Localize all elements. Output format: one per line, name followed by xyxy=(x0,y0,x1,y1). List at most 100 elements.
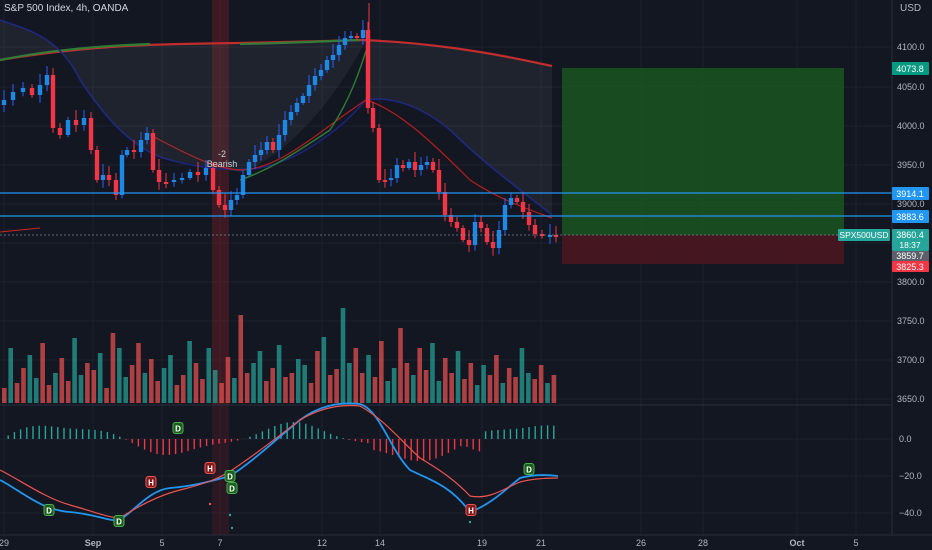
volume-bar xyxy=(244,373,250,403)
candle-body xyxy=(294,103,300,112)
svg-text:3859.7: 3859.7 xyxy=(896,251,924,261)
candle-body xyxy=(490,242,496,248)
volume-bar xyxy=(411,375,416,403)
candle-body xyxy=(150,133,156,170)
ma-long-green-segment xyxy=(0,42,151,62)
volume-bar xyxy=(187,341,192,403)
volume-bar xyxy=(212,370,218,403)
volume-bar xyxy=(506,368,512,403)
volume-bar xyxy=(97,353,103,403)
bearish-label: Bearish xyxy=(207,159,238,169)
volume-bar xyxy=(53,373,58,403)
volume-bar xyxy=(78,375,84,403)
volume-bar xyxy=(206,348,212,403)
divergence-marker: D xyxy=(172,422,184,434)
time-tick-label: 26 xyxy=(636,538,646,548)
ma-fast-green xyxy=(239,44,369,181)
time-tick-label: 21 xyxy=(536,538,546,548)
chart-title[interactable]: S&P 500 Index, 4h, OANDA xyxy=(4,3,129,14)
candle-body xyxy=(264,142,270,150)
candle-body xyxy=(400,165,406,168)
candle-body xyxy=(57,128,63,135)
time-tick-label: Sep xyxy=(85,538,102,548)
price-label-line2: 3883.6 xyxy=(892,210,929,223)
volume-bar xyxy=(232,378,237,403)
marker-badge xyxy=(113,515,125,527)
ma-cloud xyxy=(366,40,552,215)
candle-body xyxy=(312,76,318,85)
volume-bar xyxy=(334,369,339,403)
candle-body xyxy=(234,195,240,200)
time-tick-label: 5 xyxy=(853,538,858,548)
candle-body xyxy=(394,165,400,178)
candle-body xyxy=(195,172,201,175)
time-axis-ticks: 29 Sep 5 7 12 14 19 21 26 28 Oct 5 xyxy=(0,538,859,548)
candle-body xyxy=(50,75,56,128)
volume-bar xyxy=(385,381,391,403)
symbol-label: SPX500USD xyxy=(838,229,890,241)
volume-bar xyxy=(289,373,295,403)
volume-bar xyxy=(353,348,359,403)
candle-body xyxy=(526,212,532,225)
volume-bar xyxy=(219,383,224,403)
candle-body xyxy=(113,180,119,195)
volume-bar xyxy=(283,377,288,403)
ma-short-fragment xyxy=(0,227,41,233)
candle-body xyxy=(300,96,306,103)
volume-bar xyxy=(532,379,538,403)
current-price-label: 3859.7 xyxy=(892,251,929,261)
candle-body xyxy=(270,142,276,150)
candle-body xyxy=(442,192,448,215)
svg-text:3860.4: 3860.4 xyxy=(896,230,924,240)
svg-text:SPX500USD: SPX500USD xyxy=(839,230,888,240)
time-tick-label: 12 xyxy=(317,538,327,548)
price-tick-label: 3700.0 xyxy=(897,355,925,365)
volume-bar xyxy=(366,355,371,403)
time-axis[interactable] xyxy=(0,535,932,550)
candle-body xyxy=(553,235,559,237)
candle-body xyxy=(222,205,228,210)
volume-bar xyxy=(487,375,493,403)
osc-signal-dot xyxy=(208,502,212,506)
volume-bar xyxy=(379,341,384,403)
volume-bar xyxy=(315,351,320,403)
candle-body xyxy=(124,150,130,155)
volume-bar xyxy=(123,377,129,403)
candle-body xyxy=(436,170,442,192)
candle-body xyxy=(478,222,484,228)
oscillator-axis-ticks: 0.0 −20.0 −40.0 xyxy=(899,434,922,518)
candle-body xyxy=(460,228,466,240)
volume-bar xyxy=(85,363,90,403)
volume-bar xyxy=(276,345,282,403)
candle-body xyxy=(547,235,553,237)
candle-body xyxy=(330,55,336,60)
marker-badge xyxy=(172,422,184,434)
candle-body xyxy=(496,230,502,248)
volume-bar xyxy=(359,373,365,403)
candle-body xyxy=(210,168,216,190)
candle-body xyxy=(502,205,508,230)
volume-bar xyxy=(551,375,557,403)
candle-body xyxy=(472,222,478,245)
volume-bar xyxy=(104,388,109,403)
candle-body xyxy=(81,118,87,125)
candle-body xyxy=(418,165,424,170)
long-position-target-zone[interactable] xyxy=(562,68,844,235)
candle-body xyxy=(360,30,366,38)
candle-body xyxy=(156,170,162,182)
svg-text:18:37: 18:37 xyxy=(899,240,921,250)
candle-body xyxy=(532,225,538,234)
volume-bar xyxy=(455,351,461,403)
marker-badge xyxy=(224,470,236,482)
candle-body xyxy=(430,162,436,170)
divergence-marker: D xyxy=(224,470,236,482)
volume-bar xyxy=(513,377,518,403)
candle-body xyxy=(454,222,460,228)
marker-label: D xyxy=(175,424,181,433)
long-position-stop-zone[interactable] xyxy=(562,235,844,264)
candle-body xyxy=(100,175,106,180)
volume-bar xyxy=(110,333,116,403)
divergence-marker: D xyxy=(523,463,535,475)
